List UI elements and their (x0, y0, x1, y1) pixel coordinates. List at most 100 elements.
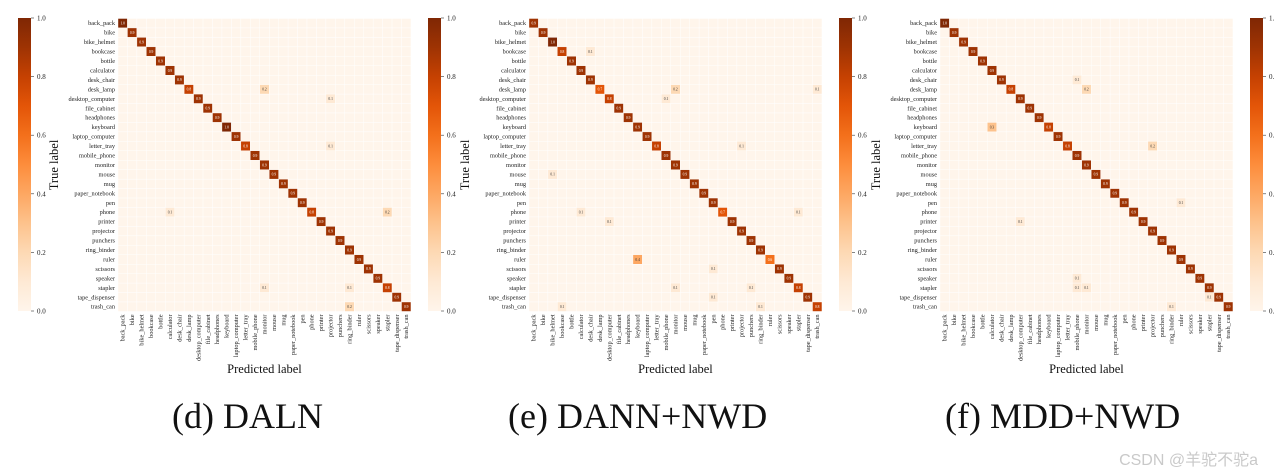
heatmap-cell (1204, 122, 1215, 133)
heatmap-cell (987, 273, 997, 284)
heatmap-cell (661, 301, 671, 312)
heatmap-cell (1166, 74, 1177, 85)
heatmap-cell (1100, 282, 1111, 293)
heatmap-cell (250, 282, 260, 293)
heatmap-cell (996, 207, 1007, 218)
heatmap-cell (165, 292, 175, 303)
heatmap-cell (231, 27, 242, 38)
heatmap-cell (783, 150, 794, 161)
heatmap-cell (585, 18, 596, 29)
heatmap-cell (717, 226, 728, 237)
heatmap-cell (1005, 169, 1016, 180)
heatmap-cell (1166, 131, 1177, 142)
heatmap-cell (576, 282, 586, 293)
heatmap-cell (1043, 207, 1054, 218)
heatmap-cell (221, 216, 232, 227)
heatmap-cell (1062, 150, 1073, 161)
heatmap-cell (278, 197, 289, 208)
heatmap-cell (996, 188, 1007, 199)
heatmap-cell (1081, 273, 1092, 284)
heatmap-cell (651, 226, 662, 237)
heatmap-cell (765, 226, 775, 237)
cell-value-label: 0.9 (1018, 97, 1023, 101)
heatmap-cell (1005, 46, 1016, 57)
heatmap-cell (802, 216, 813, 227)
x-tick-label: mobile_phone (1074, 314, 1081, 350)
colorbar-tick-label: 0.4 (447, 190, 456, 198)
colorbar-tick-label: 0.0 (1269, 308, 1274, 316)
y-tick-label: bike (515, 30, 526, 37)
heatmap-cell (958, 264, 969, 274)
heatmap-cell (212, 74, 223, 85)
heatmap-cell (538, 103, 549, 114)
heatmap-cell (736, 122, 747, 133)
heatmap-cell (1034, 56, 1045, 66)
heatmap-cell (642, 292, 653, 303)
heatmap-cell (1119, 169, 1130, 180)
x-tick-label: desk_lamp (186, 314, 193, 341)
heatmap-cell (680, 188, 690, 199)
heatmap-cell (977, 273, 988, 284)
heatmap-cell (1043, 245, 1054, 255)
colorbar-tick-label: 0.2 (858, 249, 867, 257)
heatmap-cell (1090, 160, 1101, 170)
heatmap-cell (576, 131, 586, 142)
heatmap-cell (977, 226, 988, 237)
heatmap-cell (259, 226, 270, 237)
y-tick-label: bottle (101, 58, 116, 65)
heatmap-cell (1053, 103, 1064, 114)
heatmap-cell (755, 18, 766, 29)
heatmap-cell (585, 235, 596, 246)
heatmap-cell (174, 282, 185, 293)
y-tick-label: calculator (90, 67, 116, 74)
cell-value-label: 0.9 (281, 182, 286, 186)
heatmap-cell (146, 84, 157, 95)
heatmap-cell (1166, 46, 1177, 57)
heatmap-cell (146, 112, 157, 123)
heatmap-cell (363, 84, 374, 95)
heatmap-cell (372, 282, 383, 293)
heatmap-cell (783, 103, 794, 114)
heatmap-cell (1213, 216, 1224, 227)
heatmap-cell (566, 169, 577, 180)
heatmap-cell (727, 160, 738, 170)
heatmap-cell (335, 122, 346, 133)
heatmap-cell (623, 103, 634, 114)
heatmap-cell (613, 65, 624, 76)
heatmap-cell (604, 37, 615, 48)
y-tick-label: paper_notebook (485, 190, 526, 197)
cell-value-label: 0.9 (806, 296, 811, 300)
heatmap-cell (670, 46, 681, 57)
y-tick-label: back_pack (910, 20, 938, 27)
heatmap-cell (240, 207, 251, 218)
y-tick-label: ruler (925, 256, 938, 263)
heatmap-cell (566, 160, 577, 170)
heatmap-cell (566, 207, 577, 218)
heatmap-cell (765, 141, 775, 152)
heatmap-cell (812, 65, 823, 76)
heatmap-cell (755, 160, 766, 170)
x-tick-label: mouse (271, 314, 278, 331)
heatmap-cell (363, 27, 374, 38)
heatmap-cell (661, 254, 671, 265)
heatmap-cell (297, 207, 308, 218)
heatmap-cell (996, 65, 1007, 76)
heatmap-cell (987, 18, 997, 29)
heatmap-cell (193, 18, 204, 29)
heatmap-cell (231, 112, 242, 123)
heatmap-cell (594, 226, 605, 237)
cell-value-label: 0.1 (711, 296, 716, 300)
heatmap-cell (1138, 74, 1149, 85)
heatmap-cell (325, 245, 336, 255)
cell-value-label: 0.9 (541, 31, 546, 35)
heatmap-cell (297, 46, 308, 57)
heatmap-cell (576, 74, 586, 85)
x-tick-label: stapler (1206, 314, 1213, 332)
heatmap-cell (939, 273, 950, 284)
heatmap-cell (278, 235, 289, 246)
heatmap-cell (1090, 27, 1101, 38)
heatmap-cell (623, 160, 634, 170)
heatmap-cell (968, 264, 978, 274)
heatmap-cell (372, 301, 383, 312)
heatmap-cell (127, 122, 138, 133)
